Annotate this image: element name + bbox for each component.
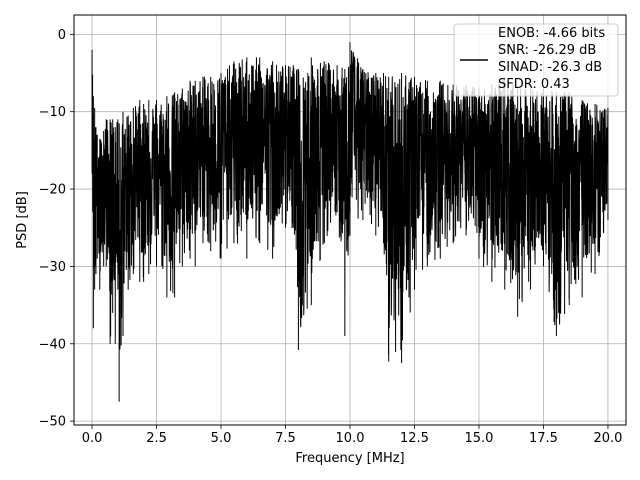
x-tick-label: 10.0 <box>336 431 365 446</box>
x-tick-label: 20.0 <box>593 431 622 446</box>
x-tick-label: 5.0 <box>211 431 232 446</box>
y-tick-label: −30 <box>39 260 66 275</box>
legend-sfdr: SFDR: 0.43 <box>498 77 570 92</box>
psd-series-line <box>91 42 609 402</box>
y-tick-label: 0 <box>58 28 66 43</box>
y-tick-label: −10 <box>39 105 66 120</box>
x-tick-label: 17.5 <box>529 431 558 446</box>
legend-sinad: SINAD: -26.3 dB <box>498 60 602 75</box>
x-tick-label: 15.0 <box>464 431 493 446</box>
ticks-layer: 0.0 2.5 5.0 7.5 10.0 12.5 15.0 17.5 20.0 0 −10 −20 −… <box>39 28 623 446</box>
y-axis-label: PSD [dB] <box>15 191 30 249</box>
legend-enob: ENOB: -4.66 bits <box>498 26 605 41</box>
legend: ENOB: -4.66 bits SNR: -26.29 dB SINAD: -… <box>453 23 619 97</box>
x-tick-label: 7.5 <box>275 431 296 446</box>
legend-snr: SNR: -26.29 dB <box>498 43 596 58</box>
x-tick-label: 2.5 <box>146 431 167 446</box>
y-tick-label: −40 <box>39 337 66 352</box>
y-tick-label: −50 <box>39 415 66 430</box>
x-axis-label: Frequency [MHz] <box>295 451 404 466</box>
legend-box <box>453 23 619 97</box>
x-tick-label: 12.5 <box>400 431 429 446</box>
y-tick-label: −20 <box>39 183 66 198</box>
series-layer <box>91 42 609 402</box>
x-tick-label: 0.0 <box>82 431 103 446</box>
